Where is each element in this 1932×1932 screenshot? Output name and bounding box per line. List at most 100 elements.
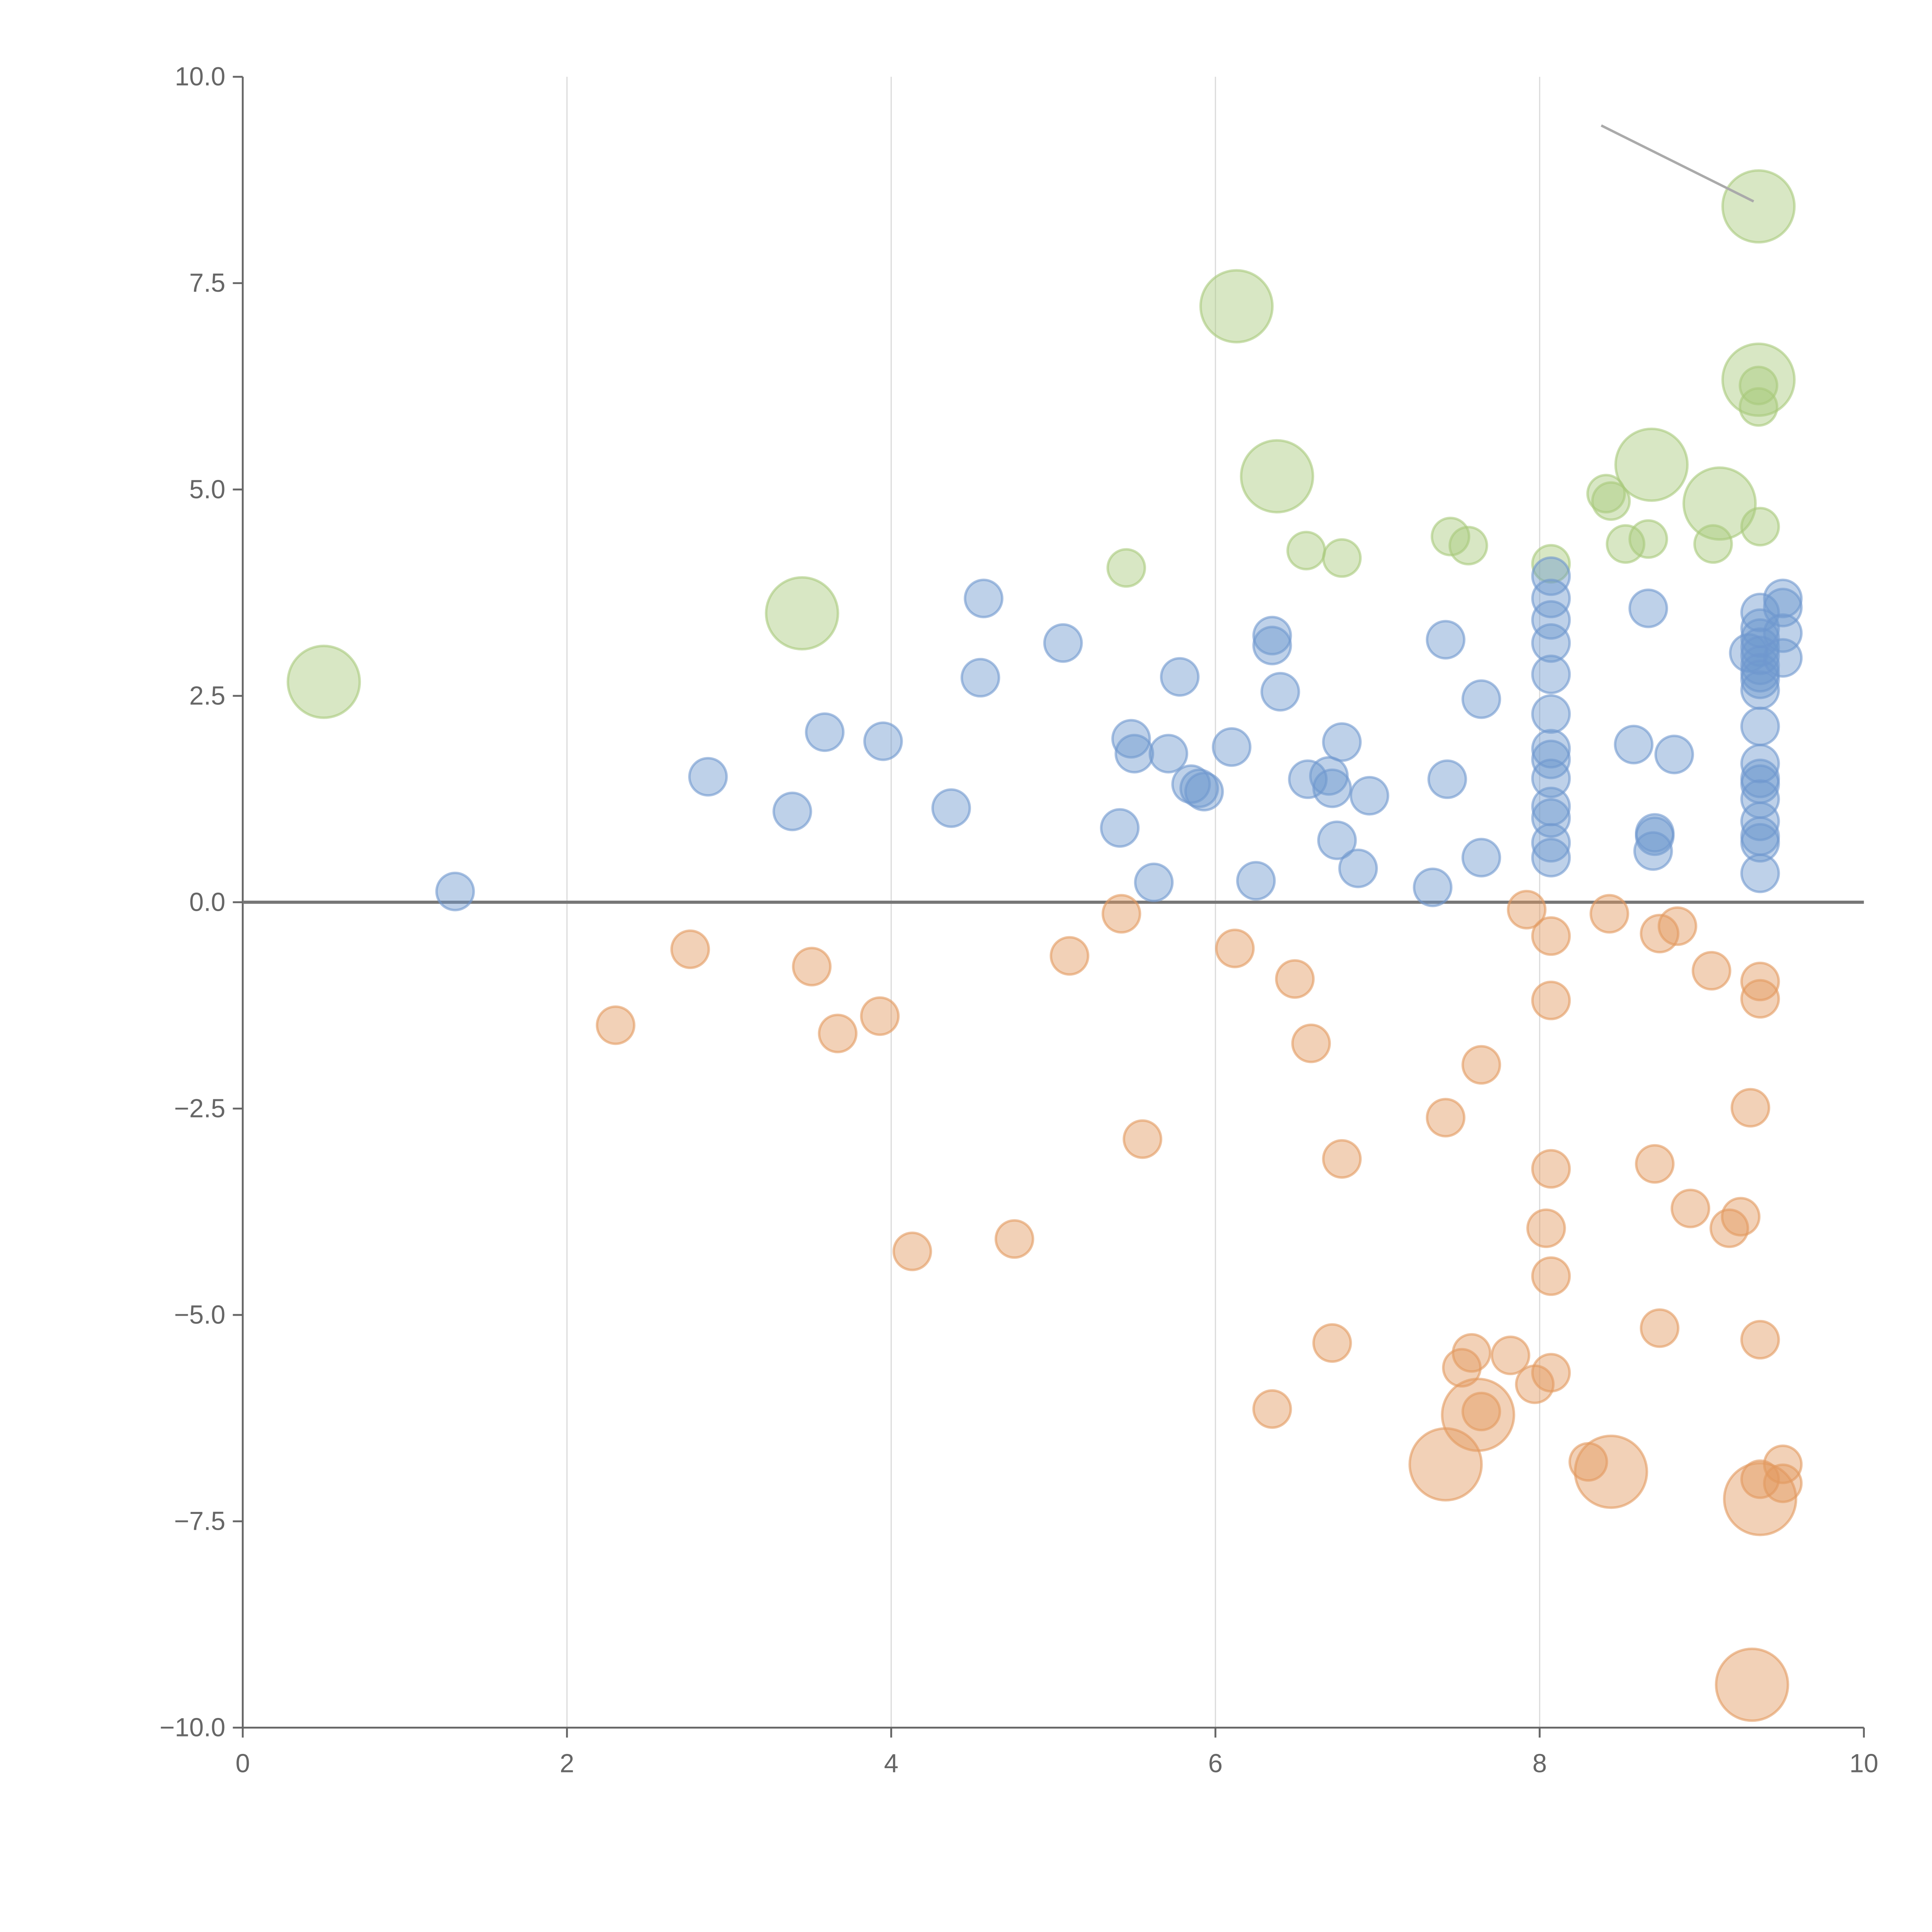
blue-point bbox=[1531, 556, 1571, 596]
orange-point bbox=[1531, 980, 1571, 1020]
y-tick-label: −7.5 bbox=[174, 1507, 225, 1536]
green-point bbox=[1448, 526, 1488, 566]
green-point bbox=[1106, 548, 1146, 588]
blue-point bbox=[1427, 759, 1467, 799]
blue-point bbox=[1184, 772, 1224, 811]
orange-point bbox=[1490, 1335, 1531, 1376]
orange-point bbox=[860, 996, 900, 1036]
orange-point bbox=[1452, 1333, 1492, 1373]
orange-point bbox=[1763, 1463, 1803, 1503]
annotation-leader-line bbox=[1600, 124, 1754, 203]
orange-point bbox=[1715, 1647, 1789, 1722]
orange-point bbox=[892, 1231, 932, 1271]
orange-point bbox=[1291, 1023, 1331, 1063]
orange-point bbox=[1122, 1119, 1162, 1159]
blue-point bbox=[1100, 808, 1140, 848]
green-point bbox=[1628, 519, 1668, 559]
orange-point bbox=[1740, 979, 1780, 1019]
green-point bbox=[1682, 466, 1757, 541]
green-point bbox=[765, 576, 839, 651]
green-point bbox=[1322, 538, 1362, 578]
green-point bbox=[1240, 439, 1315, 514]
green-point bbox=[1430, 517, 1471, 556]
blue-point bbox=[1531, 600, 1571, 640]
orange-point bbox=[1252, 1389, 1292, 1429]
blue-point bbox=[1635, 816, 1675, 856]
blue-point bbox=[1740, 706, 1780, 747]
orange-point bbox=[1049, 936, 1090, 976]
green-point bbox=[286, 645, 361, 719]
y-tick-label: −2.5 bbox=[174, 1094, 225, 1123]
blue-point bbox=[1740, 670, 1780, 710]
green-point bbox=[1591, 481, 1631, 521]
blue-point bbox=[1461, 679, 1501, 719]
y-tick-label: 5.0 bbox=[189, 475, 226, 504]
blue-point bbox=[1628, 588, 1668, 628]
orange-point bbox=[1723, 1462, 1798, 1536]
blue-point bbox=[435, 871, 475, 912]
orange-point bbox=[670, 929, 710, 969]
green-point bbox=[1738, 387, 1779, 427]
blue-point bbox=[1531, 838, 1571, 878]
orange-point bbox=[1730, 1088, 1770, 1128]
green-point bbox=[1693, 524, 1733, 564]
orange-point bbox=[1507, 889, 1547, 930]
orange-point bbox=[1531, 1256, 1571, 1296]
orange-point bbox=[1670, 1189, 1711, 1228]
blue-point bbox=[1531, 694, 1571, 734]
blue-point bbox=[1312, 768, 1352, 808]
orange-point bbox=[1531, 916, 1571, 956]
orange-point bbox=[1215, 929, 1255, 968]
blue-point bbox=[1763, 638, 1803, 678]
orange-point bbox=[1425, 1098, 1466, 1138]
orange-point bbox=[1312, 1323, 1352, 1363]
blue-point bbox=[1043, 623, 1083, 663]
x-tick-label: 2 bbox=[560, 1749, 574, 1778]
blue-point bbox=[1654, 735, 1694, 774]
blue-point bbox=[1252, 626, 1292, 665]
x-tick-label: 4 bbox=[884, 1749, 898, 1778]
blue-point bbox=[1531, 655, 1571, 694]
blue-point bbox=[1114, 734, 1155, 774]
y-tick-label: 2.5 bbox=[189, 681, 226, 710]
green-point bbox=[1614, 427, 1689, 502]
orange-point bbox=[1639, 1308, 1680, 1348]
y-tick-label: 10.0 bbox=[175, 62, 225, 91]
orange-point bbox=[1709, 1208, 1749, 1248]
blue-point bbox=[1740, 853, 1780, 893]
blue-point bbox=[1252, 616, 1292, 656]
orange-point bbox=[1574, 1434, 1648, 1509]
annotations bbox=[1600, 124, 1754, 203]
blue-point bbox=[1160, 657, 1200, 697]
blue-point bbox=[1633, 831, 1673, 871]
orange-point bbox=[1635, 1144, 1675, 1184]
blue-point bbox=[772, 791, 812, 832]
orange-point bbox=[1740, 961, 1780, 1002]
blue-point bbox=[1740, 743, 1780, 784]
blue-point bbox=[1531, 729, 1571, 769]
x-tick-label: 0 bbox=[235, 1749, 250, 1778]
blue-point bbox=[1740, 823, 1780, 863]
green-point bbox=[1199, 269, 1274, 344]
blue-point bbox=[1413, 867, 1452, 907]
green-point bbox=[1740, 507, 1780, 547]
blue-point bbox=[1317, 820, 1357, 861]
blue-point bbox=[1614, 724, 1654, 765]
y-tick-label: −10.0 bbox=[160, 1713, 225, 1742]
blue-point bbox=[1148, 734, 1189, 774]
blue-point bbox=[1531, 623, 1571, 663]
orange-point bbox=[1322, 1139, 1362, 1179]
y-tick-label: 0.0 bbox=[189, 888, 226, 917]
orange-point bbox=[1692, 951, 1731, 991]
green-point bbox=[1721, 169, 1796, 244]
orange-point bbox=[1461, 1045, 1501, 1085]
blue-point bbox=[1531, 578, 1571, 619]
green-point bbox=[1286, 531, 1326, 571]
orange-point bbox=[1721, 1197, 1761, 1237]
orange-point bbox=[1657, 906, 1697, 946]
blue-point bbox=[1425, 620, 1466, 660]
orange-point bbox=[818, 1014, 858, 1053]
blue-point bbox=[1134, 862, 1174, 902]
orange-point bbox=[1441, 1378, 1515, 1452]
